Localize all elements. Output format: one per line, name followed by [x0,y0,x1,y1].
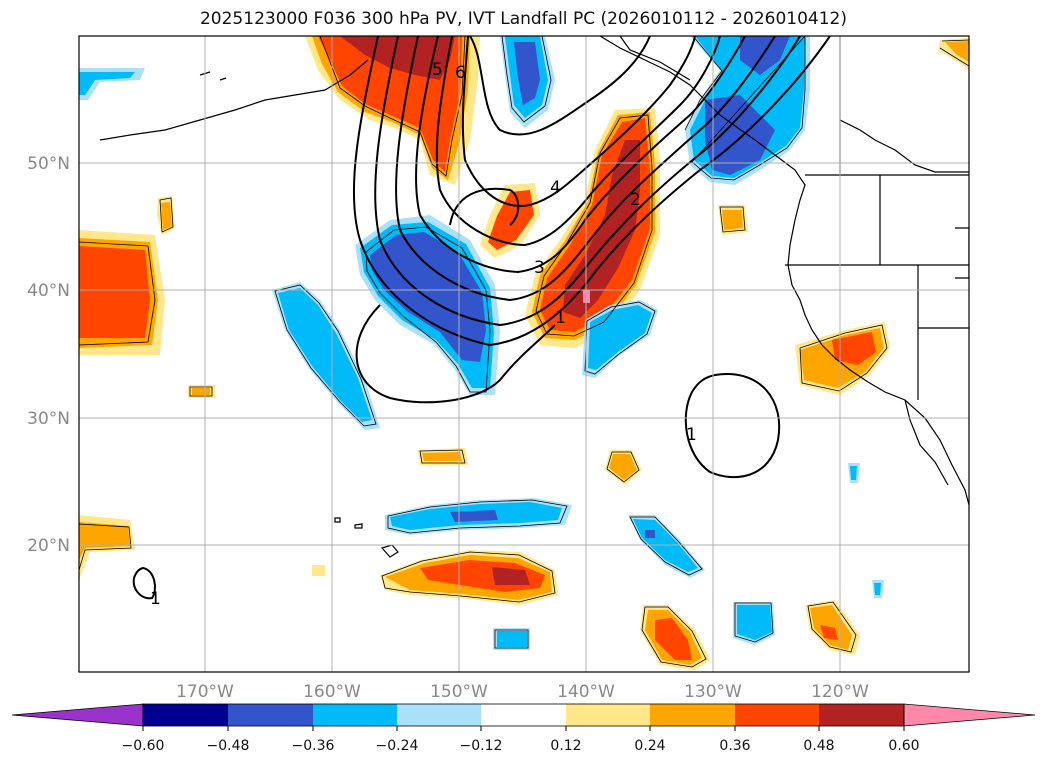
colorbar-label: 0.24 [634,738,665,754]
gridlines [79,36,969,672]
contour-label-3: 3 [534,258,545,278]
lat-label-20n: 20°N [27,536,70,556]
colorbar: −0.60 −0.48 −0.36 −0.24 −0.12 0.12 0.24 … [11,703,1036,754]
colorbar-segment [819,704,904,726]
colorbar-segment [313,704,397,726]
colorbar-segment [566,704,650,726]
lon-label-140w: 140°W [557,682,615,702]
longitude-labels: 170°W 160°W 150°W 140°W 130°W 120°W [176,682,869,702]
colorbar-label: −0.24 [376,738,419,754]
positive-pv-anomaly-spots [157,38,969,576]
colorbar-extend-low [11,703,144,727]
map-frame [78,35,970,673]
positive-pv-anomaly-central [525,108,660,348]
ivt-contours [132,36,831,600]
colorbar-segment [143,704,228,726]
lat-label-30n: 30°N [27,409,70,429]
contour-label-6: 6 [455,63,466,83]
contour-label-1: 1 [555,308,566,328]
colorbar-label: 0.48 [803,738,834,754]
colorbar-segment [397,704,481,726]
colorbar-segment [735,704,819,726]
positive-pv-anomaly-west [79,230,165,355]
contour-label-1-east: 1 [686,425,697,445]
latitude-labels: 50°N 40°N 30°N 20°N [27,154,70,556]
colorbar-extend-high [903,703,1036,727]
map-title: 2025123000 F036 300 hPa PV, IVT Landfall… [199,9,847,29]
contour-labels: 6 5 4 3 2 1 1 1 [150,60,697,609]
contour-label-4: 4 [550,178,561,198]
colorbar-segment [228,704,313,726]
colorbar-frame [142,703,905,727]
lat-label-50n: 50°N [27,154,70,174]
lon-label-120w: 120°W [811,682,869,702]
lon-label-170w: 170°W [176,682,234,702]
negative-pv-anomaly-west [272,282,380,430]
contour-label-1-west: 1 [150,589,161,609]
colorbar-segment [650,704,735,726]
lon-label-150w: 150°W [430,682,488,702]
colorbar-label: −0.12 [460,738,503,754]
colorbar-label: −0.48 [207,738,250,754]
colorbar-segment [481,704,566,726]
colorbar-label: 0.12 [550,738,581,754]
anomaly-outlines [79,36,969,668]
lat-label-40n: 40°N [27,281,70,301]
lon-label-130w: 130°W [684,682,742,702]
positive-pv-anomaly-south [79,515,860,670]
colorbar-ticks [142,726,905,731]
contour-label-2: 2 [630,190,641,210]
contour-label-5: 5 [432,60,443,80]
colorbar-label: −0.36 [292,738,335,754]
colorbar-label: −0.60 [122,738,165,754]
colorbar-label: 0.60 [888,738,919,754]
pv-shading [79,36,969,670]
lon-label-160w: 160°W [303,682,361,702]
colorbar-label: 0.36 [719,738,750,754]
